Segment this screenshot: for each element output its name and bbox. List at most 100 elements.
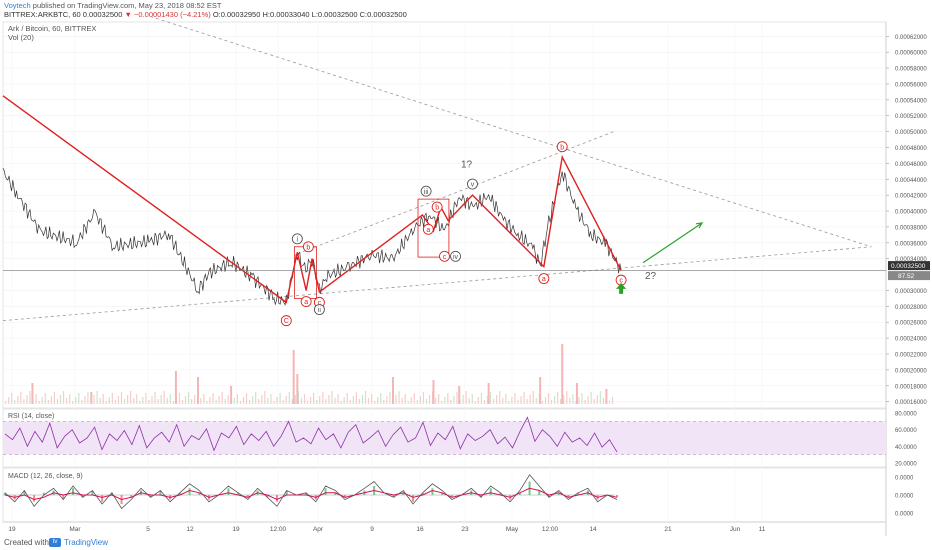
price-tick-label: 0.00056000 — [895, 82, 927, 88]
volume-bar — [572, 394, 574, 404]
price-axis[interactable]: 0.00062000 0.00060000 0.00058000 0.00056000… — [886, 35, 927, 406]
wave-label: i — [297, 236, 299, 243]
volume-bar — [56, 399, 59, 404]
time-axis[interactable]: 19 Mar 5 12 19 12:00 Apr 9 16 23 May 12:00 14 21 Jun 11 — [8, 526, 765, 533]
volume-bar — [303, 394, 306, 404]
projection-arrow-head[interactable] — [696, 222, 704, 229]
volume-bar — [148, 400, 150, 404]
macd-histogram-bar — [188, 488, 191, 495]
macd-histogram-bar — [276, 495, 278, 502]
price-tick-label: 0.00060000 — [895, 51, 927, 57]
price-tick-label: 0.00036000 — [895, 241, 927, 247]
volume-bar — [133, 398, 135, 404]
lower-support-line[interactable] — [2, 246, 872, 322]
wave-label-circle — [450, 250, 461, 262]
macd-histogram-bar — [412, 495, 414, 502]
volume-bar — [209, 397, 211, 404]
volume-bar — [422, 392, 425, 404]
macd-tick-label: 0.0000 — [895, 494, 914, 500]
time-tick-label: 9 — [370, 526, 374, 533]
volume-bar — [242, 397, 245, 404]
volume-bar — [328, 395, 330, 404]
wave-label: a — [426, 227, 430, 234]
volume-bar — [26, 395, 28, 404]
volume-bar — [453, 396, 455, 404]
price-tick-label: 0.00042000 — [895, 194, 927, 200]
volume-bar — [230, 391, 232, 404]
author-link[interactable]: Voytech — [4, 1, 31, 10]
wave-label-circle — [420, 185, 432, 197]
price-tick-label: 0.00016000 — [895, 400, 927, 406]
volume-bar — [355, 392, 357, 404]
macd-histogram-bar — [23, 490, 26, 495]
volume-bar — [444, 397, 446, 404]
wave-label-circle — [556, 141, 568, 153]
chart-title: Ark / Bitcoin, 60, BITTREX — [8, 24, 96, 33]
wave-line[interactable] — [2, 95, 622, 304]
price-tick-label: 0.00022000 — [895, 352, 927, 358]
wave-box[interactable] — [417, 198, 450, 258]
volume-bar — [288, 392, 290, 404]
volume-bar — [313, 393, 315, 404]
volume-bar — [191, 399, 193, 404]
price-tick-label: 0.00034000 — [895, 257, 927, 263]
time-tick-label: May — [506, 526, 519, 533]
macd-histogram-bar — [344, 495, 346, 498]
price-tick-label: 0.00046000 — [895, 162, 927, 168]
wave-label-circle — [538, 273, 550, 284]
volume-bar — [81, 400, 83, 404]
rsi-title: RSI (14, close) — [8, 413, 54, 420]
time-tick-label: 12:00 — [270, 526, 287, 533]
volume-bar — [563, 395, 565, 404]
volume-bar — [157, 399, 159, 404]
macd-histogram-bar — [198, 492, 201, 495]
macd-histogram-bar — [33, 495, 36, 502]
volume-bar — [352, 396, 354, 404]
volume-bar — [374, 401, 376, 404]
volume-bar — [267, 398, 269, 404]
volume-bar — [561, 344, 564, 404]
time-tick-label: 19 — [8, 526, 16, 533]
upper-wedge-line[interactable] — [150, 16, 872, 248]
volume-bar — [59, 395, 62, 404]
projection-arrows[interactable] — [616, 222, 704, 294]
elliott-wave-path[interactable] — [2, 95, 622, 304]
time-tick-label: 12 — [186, 526, 194, 533]
macd-histogram-bar — [392, 495, 395, 498]
volume-bar — [517, 400, 519, 404]
volume-bar — [349, 400, 351, 404]
volume-bar — [404, 394, 406, 404]
grid-lines — [3, 22, 886, 522]
wave-label: c — [619, 278, 623, 285]
volume-bar — [331, 391, 333, 404]
volume-bar — [255, 392, 257, 404]
chart-canvas[interactable]: 0.00062000 0.00060000 0.00058000 0.00056000… — [0, 0, 932, 536]
trend-lines[interactable] — [2, 16, 872, 322]
time-tick-label: 14 — [589, 526, 597, 533]
wave-label: iii — [424, 189, 429, 196]
macd-histogram-bar — [402, 492, 405, 495]
volume-bar — [87, 392, 89, 404]
wave-label: b — [435, 205, 439, 212]
footer-bar: Created with tv TradingView — [0, 536, 932, 550]
volume-bar — [218, 396, 220, 404]
volume-bar — [194, 395, 196, 404]
volume-bar — [169, 394, 171, 404]
volume-bar — [224, 399, 226, 404]
volume-bar — [17, 396, 19, 404]
macd-title: MACD (12, 26, close, 9) — [8, 473, 83, 480]
macd-histogram-bar — [421, 492, 424, 495]
macd-histogram-bar — [499, 492, 502, 495]
volume-bar — [581, 393, 583, 404]
volume-bar — [264, 391, 266, 404]
volume-bar — [578, 397, 580, 404]
volume-bar — [538, 394, 540, 404]
macd-histogram-bar — [538, 490, 541, 495]
volume-bar — [322, 392, 324, 404]
tradingview-link[interactable]: TradingView — [64, 538, 109, 547]
time-tick-label: 23 — [461, 526, 469, 533]
volume-bar — [569, 398, 571, 404]
projection-arrow-line[interactable] — [642, 222, 703, 264]
volume-bar — [200, 398, 202, 404]
